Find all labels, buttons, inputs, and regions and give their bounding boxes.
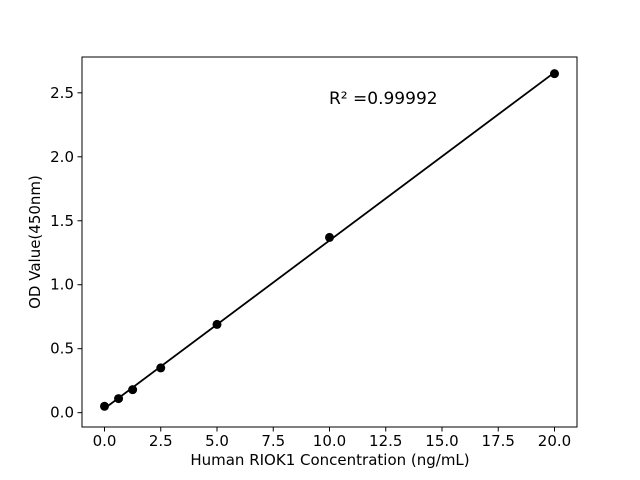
data-point [325,232,334,242]
y-tick-label: 1.0 [50,276,74,294]
x-tick-label: 17.5 [482,432,515,450]
x-tick-label: 12.5 [369,432,402,450]
x-tick-label: 5.0 [205,432,229,450]
y-tick-label: 2.0 [50,148,74,166]
y-tick-label: 1.5 [50,212,74,230]
x-axis-label: Human RIOK1 Concentration (ng/mL) [190,451,470,469]
y-tick-label: 0.0 [50,404,74,422]
y-axis-label: OD Value(450nm) [26,175,44,309]
data-point [100,401,109,411]
axes-spines [81,56,578,428]
r-squared-annotation: R² =0.99992 [329,89,438,109]
data-point [128,385,138,395]
data-point [550,69,559,79]
data-point [156,363,166,373]
data-point [114,394,124,404]
x-tick-label: 2.5 [149,432,173,450]
x-tick-label: 10.0 [313,432,346,450]
x-tick-label: 0.0 [93,432,117,450]
data-point [212,319,222,329]
x-tick-label: 15.0 [425,432,458,450]
y-tick-label: 2.5 [50,84,74,102]
y-tick-label: 0.5 [50,340,74,358]
x-tick-label: 20.0 [538,432,571,450]
x-tick-label: 7.5 [261,432,285,450]
